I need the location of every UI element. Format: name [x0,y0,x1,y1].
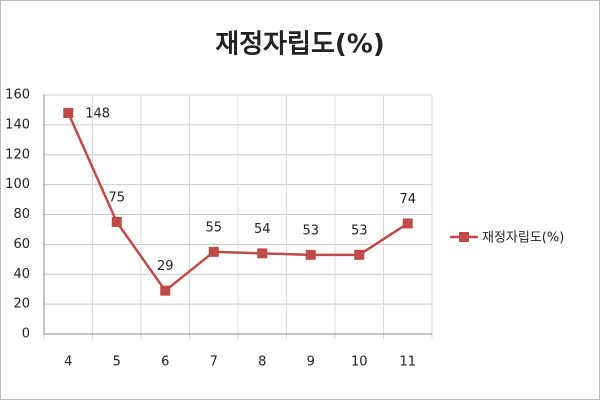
marker [354,249,365,260]
data-label: 74 [399,192,416,207]
x-tick-label: 6 [161,355,169,370]
y-tick-label: 0 [22,327,30,342]
marker [208,246,219,257]
x-tick-label: 8 [258,355,266,370]
y-tick-label: 140 [5,117,30,132]
marker [63,107,74,118]
x-tick-label: 7 [210,355,218,370]
data-label: 75 [108,190,125,205]
y-tick-label: 60 [13,237,30,252]
x-tick-label: 4 [64,355,72,370]
data-label: 29 [157,259,174,274]
data-label: 55 [205,220,222,235]
data-label: 53 [302,223,319,238]
y-tick-label: 160 [5,88,30,103]
marker [160,285,171,296]
series-line [67,112,409,293]
y-tick-label: 120 [5,147,30,162]
y-tick-label: 40 [13,267,30,282]
x-tick-label: 5 [113,355,121,370]
x-tick-label: 11 [399,355,416,370]
marker [402,218,413,229]
y-tick-label: 80 [13,207,30,222]
data-label: 148 [85,106,110,121]
legend-label: 재정자립도(%) [482,231,564,246]
x-tick-label: 9 [307,355,315,370]
y-tick-label: 100 [5,177,30,192]
x-tick-label: 10 [351,355,368,370]
marker [305,249,316,260]
data-label: 53 [351,223,368,238]
y-tick-label: 20 [13,297,30,312]
marker [111,216,122,227]
data-label: 54 [254,222,271,237]
legend-marker [459,232,469,242]
marker [257,248,268,259]
chart-title: 재정자립도(%) [215,30,384,60]
